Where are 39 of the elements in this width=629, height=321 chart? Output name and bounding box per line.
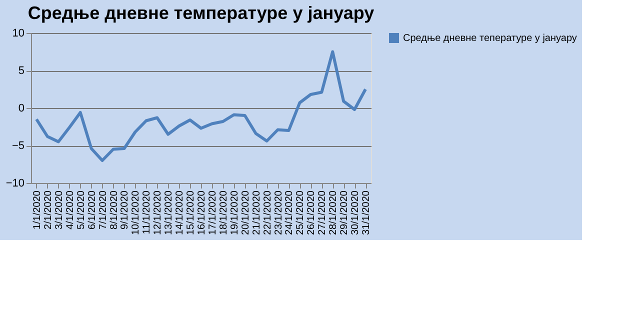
x-tick-label: 18/1/2020 xyxy=(218,190,230,235)
x-tick-label: 30/1/2020 xyxy=(350,190,362,235)
x-tick-label: 9/1/2020 xyxy=(120,190,131,230)
x-tick-label: 25/1/2020 xyxy=(295,190,306,235)
y-tick-label: 5 xyxy=(18,65,24,77)
y-tick-label: −5 xyxy=(12,140,24,152)
x-tick-label: 14/1/2020 xyxy=(174,190,186,235)
x-tick-label: 12/1/2020 xyxy=(152,190,164,235)
x-tick-label: 16/1/2020 xyxy=(196,190,208,235)
x-tick-label: 7/1/2020 xyxy=(98,190,109,230)
x-tick-label: 29/1/2020 xyxy=(339,190,350,235)
legend-label: Средње дневне тепературе у јануару xyxy=(403,33,577,44)
x-tick-label: 5/1/2020 xyxy=(76,190,87,230)
x-tick-label: 10/1/2020 xyxy=(130,190,142,235)
x-tick-label: 24/1/2020 xyxy=(284,190,296,235)
x-tick-label: 8/1/2020 xyxy=(108,190,120,230)
x-tick-label: 19/1/2020 xyxy=(229,190,240,235)
x-tick-label: 6/1/2020 xyxy=(86,190,98,230)
x-tick-label: 22/1/2020 xyxy=(262,190,274,235)
x-tick-label: 20/1/2020 xyxy=(240,190,252,235)
x-tick-label: 11/1/2020 xyxy=(142,190,153,234)
x-tick-label: 1/1/2020 xyxy=(32,190,43,230)
y-tick-label: 0 xyxy=(18,102,24,114)
y-tick-label: −10 xyxy=(6,178,24,190)
y-tick-label: 10 xyxy=(12,28,24,40)
x-tick-label: 27/1/2020 xyxy=(317,190,328,235)
x-tick-label: 26/1/2020 xyxy=(306,190,318,235)
x-tick-label: 23/1/2020 xyxy=(273,190,284,235)
x-tick-label: 15/1/2020 xyxy=(186,190,197,235)
chart-title: Средње дневне температуре у јануару xyxy=(28,3,374,23)
x-tick-label: 4/1/2020 xyxy=(64,190,76,230)
x-tick-label: 21/1/2020 xyxy=(251,190,262,235)
x-tick-label: 17/1/2020 xyxy=(207,190,218,235)
x-tick-label: 28/1/2020 xyxy=(328,190,340,235)
line-series xyxy=(34,50,368,162)
x-tick-label: 31/1/2020 xyxy=(361,190,372,235)
x-tick-label: 2/1/2020 xyxy=(42,190,54,230)
x-tick-label: 3/1/2020 xyxy=(54,190,65,230)
x-tick-label: 13/1/2020 xyxy=(164,190,175,235)
